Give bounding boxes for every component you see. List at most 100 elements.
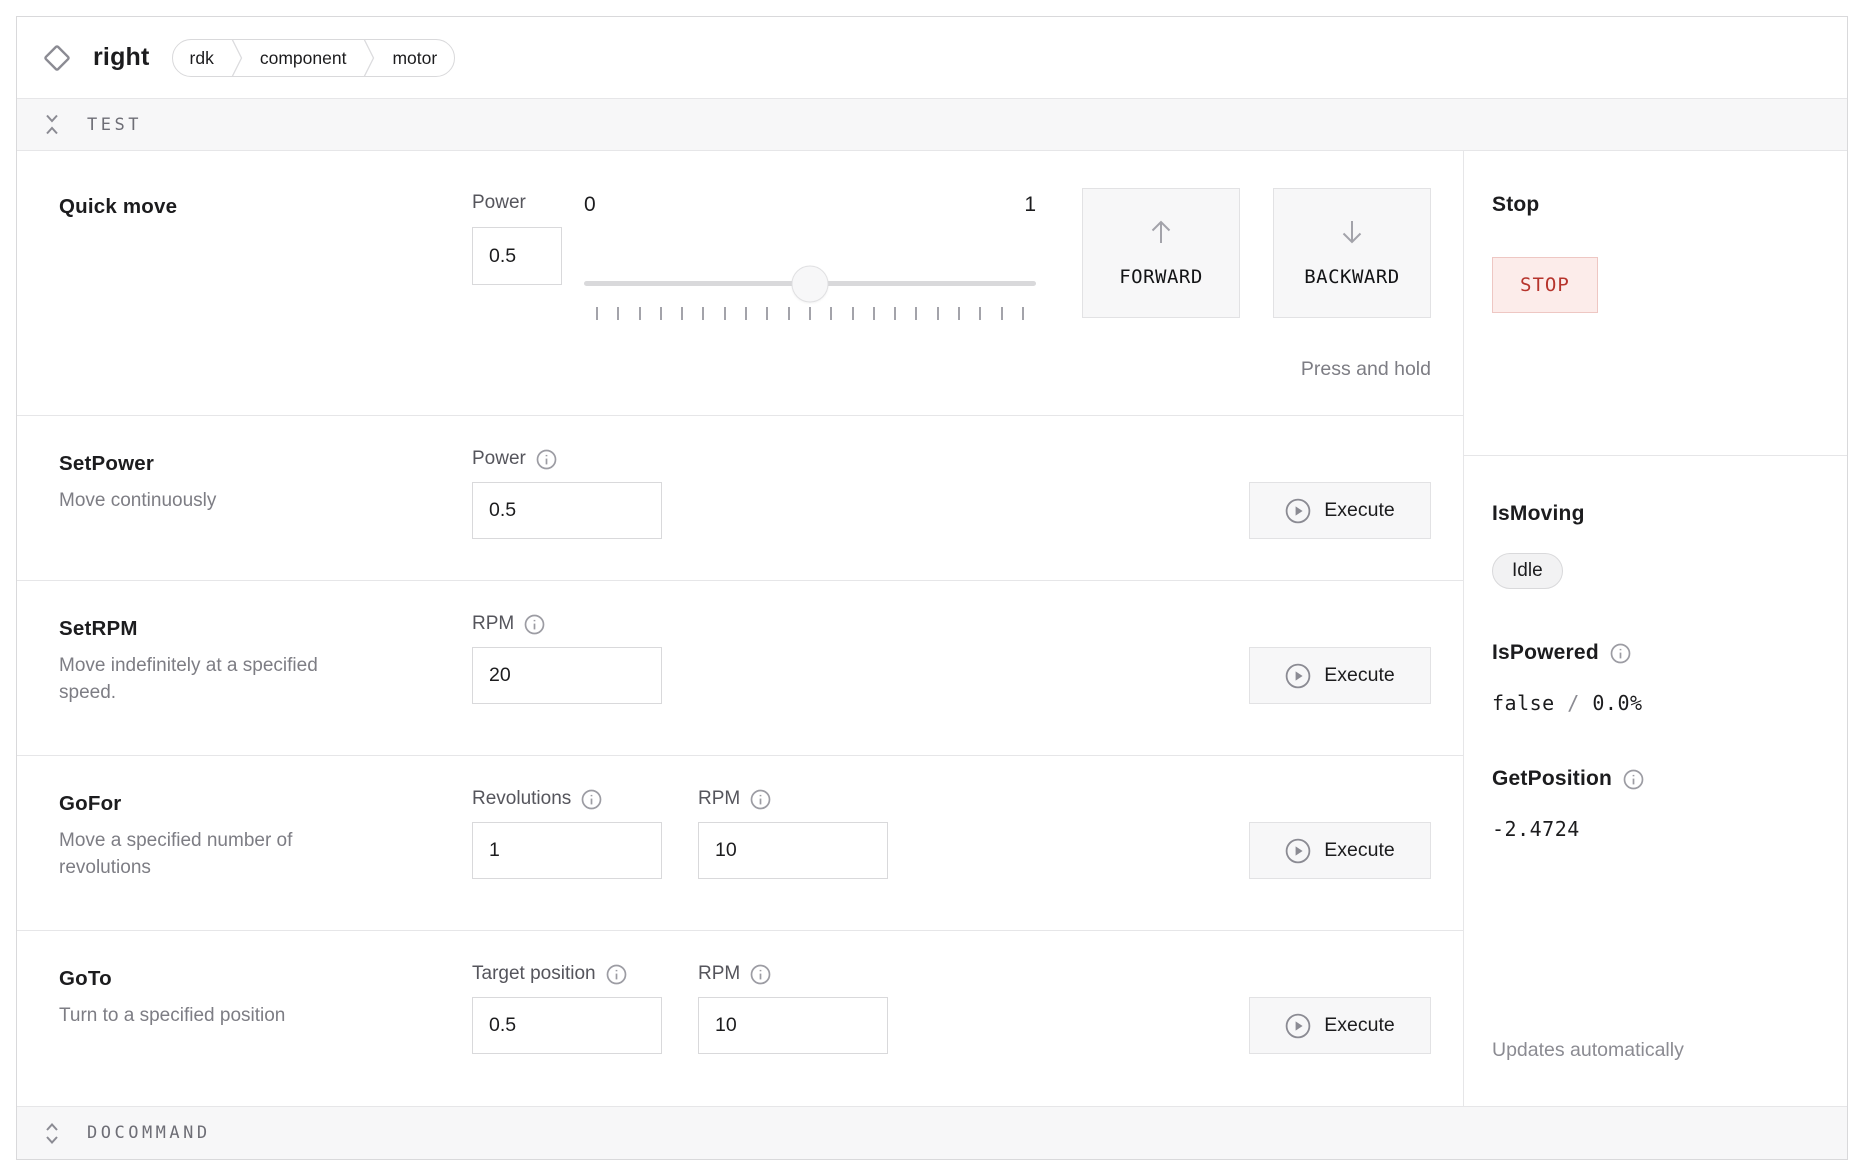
quick-move-title-block: Quick move [59,151,472,219]
ispowered-bool: false [1492,691,1555,715]
backward-button-label: BACKWARD [1304,266,1400,288]
info-icon[interactable] [750,789,771,810]
breadcrumb-item-rdk: rdk [189,47,214,68]
slider-max-label: 1 [1024,193,1036,216]
setrpm-heading: SetRPM [59,617,138,640]
play-icon [1285,1013,1311,1039]
setpower-title-block: SetPower Move continuously [59,416,472,514]
test-section-header[interactable]: TEST [17,98,1847,151]
setpower-execute-button[interactable]: Execute [1249,482,1431,539]
goto-title-block: GoTo Turn to a specified position [59,931,472,1029]
setpower-description: Move continuously [59,490,217,511]
gofor-revolutions-label: Revolutions [472,788,572,809]
gofor-rpm-input[interactable] [698,822,888,879]
breadcrumb-item-motor: motor [392,47,438,68]
card-header: right rdk component motor [17,17,1847,98]
gofor-description: Move a specified number of revolutions [59,830,293,878]
breadcrumb-separator-icon [363,39,375,76]
ismoving-heading: IsMoving [1492,502,1585,525]
power-slider-labels: 0 1 [584,193,1036,219]
info-icon[interactable] [1623,769,1644,790]
expand-icon[interactable] [44,1122,60,1145]
arrow-down-icon [1339,218,1365,246]
press-and-hold-note: Press and hold [1300,358,1431,380]
ispowered-heading-text: IsPowered [1492,641,1599,664]
setrpm-execute-button[interactable]: Execute [1249,647,1431,704]
slider-track[interactable] [584,265,1036,302]
docommand-section-header[interactable]: DOCOMMAND [17,1106,1847,1159]
getposition-heading: GetPosition [1492,767,1819,791]
gofor-execute-button[interactable]: Execute [1249,822,1431,879]
forward-button-label: FORWARD [1119,266,1203,288]
goto-target-position-field: Target position [472,959,662,1054]
slider-ticks [596,307,1024,320]
quick-move-actions: FORWARD BACKWARD Press and hold [1082,151,1431,381]
breadcrumb-separator-icon [231,39,243,76]
breadcrumb: rdk component motor [171,38,456,77]
setrpm-rpm-field: RPM [472,609,662,704]
setpower-row: SetPower Move continuously Power [17,416,1463,581]
info-icon[interactable] [750,964,771,985]
stop-heading: Stop [1492,193,1540,216]
play-icon [1285,663,1311,689]
gofor-rpm-label: RPM [698,788,741,809]
goto-description: Turn to a specified position [59,1005,286,1026]
goto-target-position-label: Target position [472,963,596,984]
setpower-power-label: Power [472,448,526,469]
component-diamond-icon [43,44,71,72]
setrpm-description: Move indefinitely at a specified speed. [59,655,318,703]
info-icon[interactable] [524,614,545,635]
setpower-power-field: Power [472,444,662,539]
stop-section: Stop STOP [1464,151,1847,456]
setpower-execute-label: Execute [1324,499,1395,521]
setpower-power-input[interactable] [472,482,662,539]
commands-column: Quick move Power 0 1 [17,151,1463,1106]
setrpm-title-block: SetRPM Move indefinitely at a specified … [59,581,472,706]
component-name: right [93,43,150,71]
gofor-row: GoFor Move a specified number of revolut… [17,756,1463,931]
backward-button[interactable]: BACKWARD [1273,188,1431,318]
goto-target-position-input[interactable] [472,997,662,1054]
arrow-up-icon [1148,218,1174,246]
setrpm-execute-label: Execute [1324,664,1395,686]
quick-move-heading: Quick move [59,195,178,218]
info-icon[interactable] [606,964,627,985]
quick-move-power-field: Power [472,151,562,285]
ispowered-value: false / 0.0% [1492,691,1819,715]
motor-component-card: right rdk component motor TEST Qui [16,16,1848,1160]
stop-button[interactable]: STOP [1492,257,1598,313]
collapse-icon[interactable] [44,113,60,136]
setpower-heading: SetPower [59,452,155,475]
gofor-heading: GoFor [59,792,122,815]
goto-row: GoTo Turn to a specified position Target… [17,931,1463,1106]
info-icon[interactable] [1610,643,1631,664]
goto-rpm-field: RPM [698,959,888,1054]
goto-execute-label: Execute [1324,1014,1395,1036]
setrpm-rpm-label: RPM [472,613,515,634]
quick-move-power-label: Power [472,192,526,213]
quick-move-row: Quick move Power 0 1 [17,151,1463,416]
info-icon[interactable] [581,789,602,810]
play-icon [1285,498,1311,524]
info-icon[interactable] [536,449,557,470]
gofor-revolutions-field: Revolutions [472,784,662,879]
getposition-value: -2.4724 [1492,817,1580,841]
status-panel: Stop STOP IsMoving Idle IsPowered false … [1463,151,1847,1106]
ispowered-heading: IsPowered [1492,641,1819,665]
goto-execute-button[interactable]: Execute [1249,997,1431,1054]
ispowered-percent: 0.0% [1592,691,1643,715]
status-readouts: IsMoving Idle IsPowered false / 0.0% Get… [1464,456,1847,1106]
test-section-label: TEST [87,114,142,135]
gofor-revolutions-input[interactable] [472,822,662,879]
setrpm-rpm-input[interactable] [472,647,662,704]
quick-move-power-input[interactable] [472,227,562,285]
gofor-rpm-field: RPM [698,784,888,879]
forward-button[interactable]: FORWARD [1082,188,1240,318]
play-icon [1285,838,1311,864]
goto-rpm-input[interactable] [698,997,888,1054]
getposition-heading-text: GetPosition [1492,767,1613,790]
slider-handle[interactable] [791,265,829,302]
power-slider: 0 1 [584,151,1036,320]
breadcrumb-item-component: component [259,47,347,68]
